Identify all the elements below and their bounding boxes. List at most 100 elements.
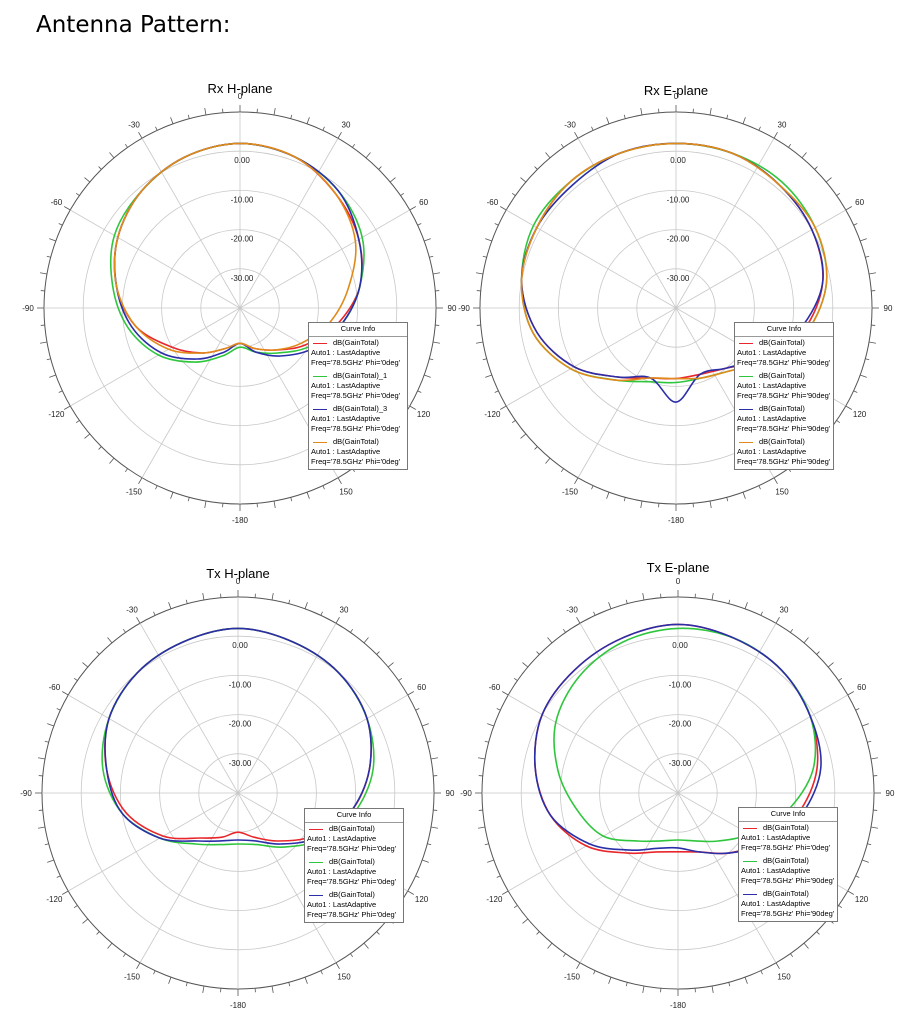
angle-tick xyxy=(76,420,79,422)
angle-label: -150 xyxy=(126,488,143,497)
angle-tick xyxy=(563,629,565,632)
angle-tick xyxy=(776,617,780,623)
angle-tick xyxy=(84,434,89,438)
angle-tick xyxy=(643,986,644,993)
angle-tick xyxy=(427,741,431,742)
angle-tick xyxy=(40,342,47,343)
angle-tick xyxy=(97,932,100,935)
angle-tick xyxy=(537,932,540,935)
angle-label: 60 xyxy=(855,198,864,207)
angle-tick xyxy=(846,406,852,410)
angle-tick xyxy=(826,178,831,182)
angle-tick xyxy=(759,486,761,490)
angle-tick xyxy=(38,827,45,828)
angle-tick xyxy=(123,629,125,632)
angle-tick xyxy=(497,876,501,878)
angle-tick xyxy=(433,342,440,343)
angle-tick xyxy=(839,905,842,907)
angle-tick xyxy=(856,876,860,878)
angle-tick xyxy=(416,708,420,710)
radial-tick-label: 0.00 xyxy=(234,156,250,165)
angle-label: 0 xyxy=(236,577,241,586)
angle-tick xyxy=(123,954,125,957)
angle-tick xyxy=(759,127,761,131)
angle-tick xyxy=(520,434,525,438)
angle-tick xyxy=(729,600,730,604)
grid-spoke xyxy=(140,793,238,963)
angle-tick xyxy=(422,860,429,862)
legend-freq: Freq='78.5GHz' Phi='0deg' xyxy=(307,844,401,854)
angle-tick xyxy=(110,152,114,157)
legend-series-name: dB(GainTotal) xyxy=(763,889,809,899)
angle-tick xyxy=(867,844,871,845)
angle-tick xyxy=(476,273,483,274)
angle-tick xyxy=(483,256,487,257)
legend-setup: Auto1 : LastAdaptive xyxy=(737,381,831,391)
angle-tick xyxy=(110,458,114,463)
angle-tick xyxy=(45,844,49,845)
angle-tick xyxy=(153,612,155,616)
legend-freq: Freq='78.5GHz' Phi='0deg' xyxy=(311,424,405,434)
angle-label: -180 xyxy=(670,1001,687,1010)
legend-freq: Freq='78.5GHz' Phi='90deg' xyxy=(737,424,831,434)
angle-tick xyxy=(305,977,307,984)
angle-tick xyxy=(338,132,342,138)
angle-tick xyxy=(856,708,860,710)
polar-plot: 0306090120150-180-150-120-90-60-300.00-1… xyxy=(0,75,440,545)
grid-spoke xyxy=(676,138,774,308)
legend-series-name: dB(GainTotal) xyxy=(333,338,379,348)
grid-spoke xyxy=(678,695,848,793)
legend-freq: Freq='78.5GHz' Phi='0deg' xyxy=(311,358,405,368)
angle-tick xyxy=(502,692,508,696)
legend-series-name: dB(GainTotal) xyxy=(759,338,805,348)
angle-tick xyxy=(548,637,552,642)
angle-tick xyxy=(609,977,611,984)
legend-freq: Freq='78.5GHz' Phi='90deg' xyxy=(737,391,831,401)
angle-tick xyxy=(514,905,517,907)
angle-tick xyxy=(626,600,627,604)
legend-swatch xyxy=(739,409,753,410)
angle-tick xyxy=(64,207,70,211)
grid-spoke xyxy=(70,308,240,406)
angle-tick xyxy=(307,492,309,499)
angle-label: -180 xyxy=(668,516,685,525)
angle-tick xyxy=(274,501,275,508)
angle-label: 0 xyxy=(676,577,681,586)
radial-tick-label: -30.00 xyxy=(667,274,690,283)
angle-tick xyxy=(74,905,77,907)
angle-tick xyxy=(743,117,745,124)
angle-tick xyxy=(643,593,644,600)
angle-tick xyxy=(307,117,309,124)
legend-swatch xyxy=(313,343,327,344)
angle-tick xyxy=(47,724,54,726)
legend-swatch xyxy=(743,828,757,829)
angle-tick xyxy=(561,144,563,147)
angle-tick xyxy=(364,943,368,948)
angle-label: 120 xyxy=(417,410,431,419)
angle-tick xyxy=(336,617,340,623)
angle-label: 150 xyxy=(777,973,791,982)
angle-tick xyxy=(575,132,579,138)
angle-tick xyxy=(350,954,352,957)
polar-plot: 0306090120150-180-150-120-90-60-300.00-1… xyxy=(450,75,890,545)
legend-swatch xyxy=(309,895,323,896)
angle-label: -30 xyxy=(566,605,578,614)
angle-tick xyxy=(108,637,112,642)
legend-series-name: dB(GainTotal)_1 xyxy=(333,371,387,381)
legend-series-name: dB(GainTotal)_3 xyxy=(333,404,387,414)
angle-tick xyxy=(377,652,380,655)
angle-tick xyxy=(522,663,527,667)
angle-label: -90 xyxy=(458,304,470,313)
grid-spoke xyxy=(506,210,676,308)
angle-tick xyxy=(99,167,102,170)
angle-tick xyxy=(869,273,876,274)
angle-tick xyxy=(188,115,189,119)
angle-tick xyxy=(828,663,833,667)
angle-tick xyxy=(155,127,157,131)
legend-swatch xyxy=(743,894,757,895)
angle-tick xyxy=(47,256,51,257)
